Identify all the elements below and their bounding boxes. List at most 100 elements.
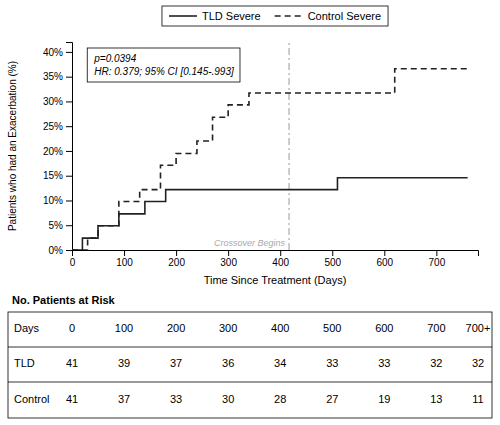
legend: TLD Severe Control Severe [162, 6, 388, 26]
tick-label: 25% [43, 121, 63, 132]
tick-mark [436, 250, 437, 256]
table-cell: 300 [219, 322, 237, 334]
tick: 10% [43, 195, 72, 206]
table-cell: 19 [378, 393, 390, 405]
risk-table: No. Patients at RiskDays0100200300400500… [8, 294, 492, 418]
tick-label: 35% [43, 71, 63, 82]
tick: 0 [70, 250, 76, 268]
tick-mark [384, 250, 385, 256]
tick-mark [228, 250, 229, 256]
table-cell: 400 [271, 322, 289, 334]
table-cell: 500 [323, 322, 341, 334]
table-cell: TLD [14, 357, 35, 369]
table-cell: 33 [326, 357, 338, 369]
legend-entry: Control Severe [275, 10, 381, 22]
tick-mark [280, 250, 281, 256]
tick-label: 300 [220, 257, 237, 268]
table-cell: 33 [170, 393, 182, 405]
table-cell: 11 [472, 393, 483, 405]
tick: 5% [49, 220, 72, 231]
annotation: p=0.0394 HR: 0.379; 95% CI [0.145-.993] [87, 48, 240, 82]
table-cell: 41 [66, 393, 78, 405]
axis-line [73, 251, 479, 257]
reference-label: Crossover Begins [214, 238, 286, 248]
table-cell: 27 [326, 393, 338, 405]
table-cell: 39 [118, 357, 130, 369]
tick-label: 600 [376, 257, 393, 268]
tick-mark [66, 250, 72, 251]
tick: 35% [43, 71, 72, 82]
legend-entry: TLD Severe [169, 10, 261, 22]
annotations: Crossover Begins p=0.0394 HR: 0.379; 95% C… [87, 48, 285, 248]
table-cell: 30 [222, 393, 234, 405]
tick-mark [66, 101, 72, 102]
table-cell: Days [14, 322, 40, 334]
x-axis: 0 100 200 300 400 500 600 700 [70, 250, 479, 268]
annotation-box [87, 48, 240, 82]
tick: 100 [116, 250, 133, 268]
table-cell: 600 [375, 322, 393, 334]
tick-label: 400 [272, 257, 289, 268]
legend-swatch [169, 15, 197, 17]
plot-area [72, 42, 468, 250]
tick-mark [66, 200, 72, 201]
tick-label: 15% [43, 170, 63, 181]
reference-line [288, 42, 289, 250]
tick-mark [176, 250, 177, 256]
series-line [72, 178, 468, 250]
tick-label: 5% [49, 220, 64, 231]
x-axis-title: Time Since Treatment (Days) [204, 274, 347, 286]
tick: 700 [429, 250, 446, 268]
legend-box [162, 6, 388, 26]
tick-mark [66, 126, 72, 127]
tick-mark [66, 52, 72, 53]
axis-line [66, 43, 73, 251]
table-cell: 200 [167, 322, 185, 334]
table-rule [8, 382, 492, 383]
tick-mark [124, 250, 125, 256]
tick: 200 [168, 250, 185, 268]
tick-label: 0% [49, 245, 64, 256]
table-title: No. Patients at Risk [12, 294, 116, 306]
tick-mark [66, 225, 72, 226]
tick: 300 [220, 250, 237, 268]
table-cell: 100 [115, 322, 133, 334]
tick-label: 0 [70, 257, 76, 268]
tick-label: 700 [429, 257, 446, 268]
tick-mark [66, 77, 72, 78]
tick-mark [66, 151, 72, 152]
table-cell: 33 [378, 357, 390, 369]
tick: 40% [43, 47, 72, 58]
tick: 500 [324, 250, 341, 268]
tick-label: 200 [168, 257, 185, 268]
y-axis-title: Patients who had an Exacerbation (%) [7, 61, 18, 231]
legend-swatch [275, 15, 303, 17]
tick: 20% [43, 146, 72, 157]
y-axis: 0% 5% 10% 15% 20% 25% 30% 35% 40% [43, 43, 73, 256]
tick-mark [332, 250, 333, 256]
table-cell: 13 [430, 393, 442, 405]
table-cell: 34 [274, 357, 286, 369]
tick: 600 [376, 250, 393, 268]
tick-label: 30% [43, 96, 63, 107]
tick-label: 20% [43, 146, 63, 157]
tick-label: 40% [43, 47, 63, 58]
table-cell: 28 [274, 393, 286, 405]
tick-label: 10% [43, 195, 63, 206]
annotation-text: HR: 0.379; 95% CI [0.145-.993] [94, 66, 234, 77]
tick: 0% [49, 245, 72, 256]
table-cell: 41 [66, 357, 78, 369]
tick: 25% [43, 121, 72, 132]
table-rule [8, 347, 492, 348]
table-cell: 36 [222, 357, 234, 369]
table-cell: 700 [427, 322, 445, 334]
tick: 400 [272, 250, 289, 268]
table-cell: 700+ [466, 322, 491, 334]
tick: 15% [43, 170, 72, 181]
series-line [72, 69, 468, 250]
table-cell: 32 [472, 357, 484, 369]
tick-label: 100 [116, 257, 133, 268]
legend-label: Control Severe [308, 10, 381, 22]
chart: 0 100 200 300 400 500 600 700 0% 5% 10% 15% 20% 25% 30… [0, 0, 500, 425]
annotation-text: p=0.0394 [93, 53, 136, 64]
